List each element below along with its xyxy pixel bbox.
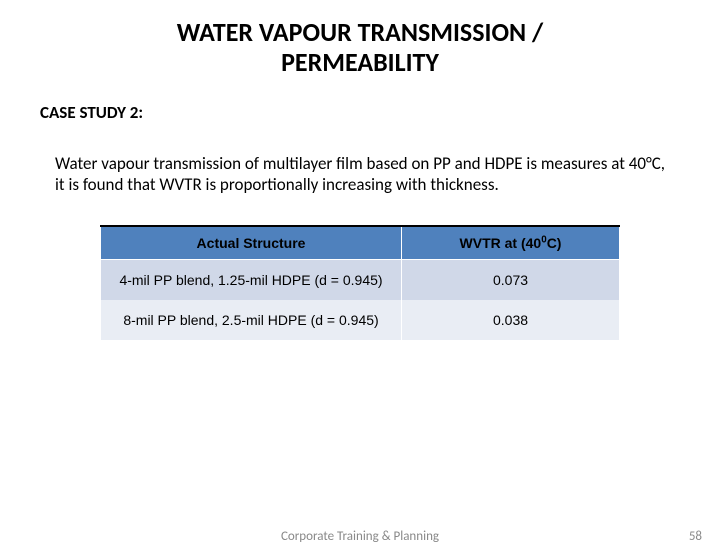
title-line-1: WATER VAPOUR TRANSMISSION /	[60, 18, 660, 48]
table-row: 8-mil PP blend, 2.5-mil HDPE (d = 0.945)…	[101, 300, 620, 340]
col-header-structure: Actual Structure	[101, 226, 402, 260]
table-row: 4-mil PP blend, 1.25-mil HDPE (d = 0.945…	[101, 260, 620, 301]
title-line-2: PERMEABILITY	[60, 48, 660, 78]
case-study-label: CASE STUDY 2:	[40, 102, 720, 123]
cell-wvtr: 0.038	[402, 300, 620, 340]
col-header-wvtr: WVTR at (400C)	[402, 226, 620, 260]
cell-wvtr: 0.073	[402, 260, 620, 301]
page-title: WATER VAPOUR TRANSMISSION / PERMEABILITY	[0, 18, 720, 78]
cell-structure: 4-mil PP blend, 1.25-mil HDPE (d = 0.945…	[101, 260, 402, 301]
table-header-row: Actual Structure WVTR at (400C)	[101, 226, 620, 260]
body-paragraph: Water vapour transmission of multilayer …	[55, 153, 665, 196]
footer-text: Corporate Training & Planning	[0, 529, 720, 544]
wvtr-table: Actual Structure WVTR at (400C) 4-mil PP…	[100, 225, 620, 340]
cell-structure: 8-mil PP blend, 2.5-mil HDPE (d = 0.945)	[101, 300, 402, 340]
page-number: 58	[689, 529, 702, 544]
